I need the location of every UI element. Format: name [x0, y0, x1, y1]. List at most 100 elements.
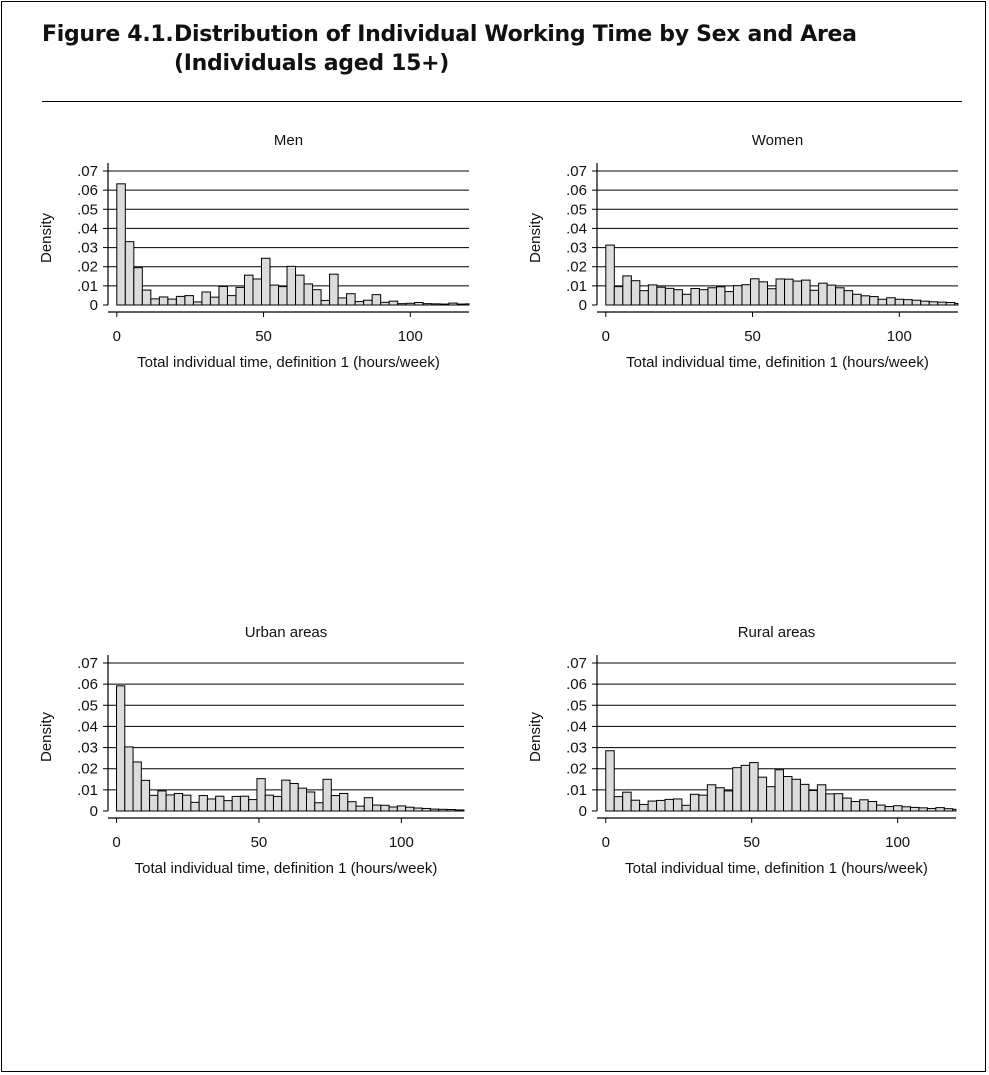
- x-tick-label: 0: [112, 834, 120, 851]
- x-tick-label: 50: [743, 834, 760, 851]
- histogram-bar: [158, 296, 169, 306]
- histogram-bar: [901, 806, 911, 812]
- y-tick-label: .06: [77, 182, 98, 199]
- y-tick-label: .01: [77, 278, 98, 295]
- histogram-bar: [157, 790, 167, 812]
- histogram-bar: [758, 281, 769, 306]
- panel-rural-areas: Rural areas 0 .01 .02 .03 .04 .05 .06 .07 0 50 100 T…: [527, 624, 957, 877]
- histogram-bar: [397, 303, 407, 306]
- histogram-bar: [859, 799, 869, 812]
- histogram-bar: [201, 291, 211, 306]
- histogram-bar: [380, 804, 390, 812]
- histogram-bar: [184, 295, 194, 306]
- y-axis-label: Density: [38, 711, 55, 762]
- histogram-bar: [860, 295, 871, 306]
- histogram-bar: [198, 795, 208, 812]
- histogram-bar: [446, 809, 456, 812]
- histogram-bar: [192, 301, 203, 306]
- histogram-bar: [698, 289, 709, 306]
- y-tick-label: .01: [566, 782, 587, 799]
- histogram-bar: [167, 298, 177, 306]
- histogram-bar: [260, 257, 271, 306]
- histogram-bar: [741, 284, 751, 306]
- histogram-bar: [322, 778, 332, 812]
- x-tick-label: 100: [389, 834, 414, 851]
- histogram-bar: [740, 764, 751, 812]
- histogram-bar: [124, 746, 134, 812]
- histogram-bar: [330, 795, 341, 812]
- histogram-bar: [297, 787, 308, 812]
- histogram-bar: [681, 804, 691, 812]
- panel-title: Urban areas: [245, 624, 328, 641]
- histogram-bar: [928, 301, 939, 306]
- x-tick-label: 100: [887, 328, 912, 345]
- histogram-bar: [223, 800, 233, 812]
- y-tick-label: 0: [579, 297, 587, 314]
- histogram-bar: [792, 280, 803, 306]
- histogram-bar: [613, 286, 624, 306]
- panel-urban-areas: Urban areas 0 .01 .02 .03 .04 .05 .06 .07 0 50 100 T…: [38, 624, 465, 877]
- histogram-bar: [774, 769, 785, 812]
- histogram-bar: [833, 793, 844, 812]
- figure-title-line2: (Individuals aged 15+): [174, 51, 450, 76]
- histogram-bar: [337, 297, 348, 306]
- figure-title: Figure 4.1.Distribution of Individual Wo…: [42, 20, 857, 78]
- histogram-bar: [893, 805, 903, 812]
- histogram-bar: [465, 303, 470, 306]
- histogram-bar: [605, 750, 615, 812]
- x-tick-label: 0: [602, 834, 610, 851]
- histogram-bar: [320, 299, 331, 306]
- histogram-bar: [124, 241, 135, 306]
- histogram-bar: [808, 789, 818, 812]
- histogram-bar: [243, 274, 254, 306]
- histogram-bar: [454, 809, 464, 812]
- figure-title-line1: Distribution of Individual Working Time …: [174, 22, 857, 47]
- x-tick-label: 50: [251, 834, 268, 851]
- histogram-bar: [816, 784, 827, 812]
- histogram-bar: [937, 301, 947, 306]
- histogram-bar: [884, 806, 895, 812]
- histogram-bar: [886, 297, 896, 306]
- histogram-bar: [656, 286, 666, 306]
- histogram-bar: [911, 299, 922, 306]
- y-tick-label: .02: [77, 259, 98, 276]
- histogram-bar: [715, 787, 725, 812]
- x-tick-label: 0: [113, 328, 121, 345]
- histogram-bar: [235, 286, 245, 306]
- histogram-bar: [456, 303, 467, 306]
- y-tick-label: .07: [77, 163, 98, 180]
- histogram-bar: [850, 800, 861, 812]
- histogram-bar: [894, 298, 905, 306]
- histogram-bar: [264, 794, 274, 812]
- y-tick-label: .02: [566, 761, 587, 778]
- histogram-bar: [664, 798, 674, 812]
- histogram-bar: [218, 285, 228, 306]
- histogram-bar: [173, 792, 184, 812]
- histogram-bar: [826, 284, 837, 306]
- histogram-bar: [295, 274, 305, 306]
- histogram-bar: [673, 289, 683, 306]
- y-axis-label: Density: [527, 212, 544, 263]
- x-axis-label: Total individual time, definition 1 (hou…: [135, 860, 438, 877]
- histogram-bar: [354, 301, 365, 306]
- y-tick-label: .05: [77, 201, 98, 218]
- histogram-bar: [380, 301, 390, 306]
- histogram-bar: [306, 791, 316, 812]
- y-tick-label: .05: [77, 697, 98, 714]
- histogram-bar: [371, 294, 382, 306]
- histogram-bar: [215, 795, 225, 812]
- histogram-bar: [867, 800, 878, 812]
- histogram-bar: [303, 283, 314, 306]
- histogram-bar: [801, 279, 811, 306]
- histogram-bar: [388, 300, 399, 306]
- histogram-bar: [605, 244, 615, 306]
- histogram-bar: [877, 298, 888, 306]
- y-tick-label: .03: [566, 240, 587, 257]
- y-tick-label: .07: [566, 655, 587, 672]
- histogram-bar: [312, 289, 322, 306]
- histogram-bar: [639, 290, 649, 306]
- histogram-bar: [165, 794, 175, 812]
- y-tick-label: .04: [77, 220, 98, 237]
- histogram-bar: [656, 799, 666, 812]
- histogram-bar: [226, 295, 237, 306]
